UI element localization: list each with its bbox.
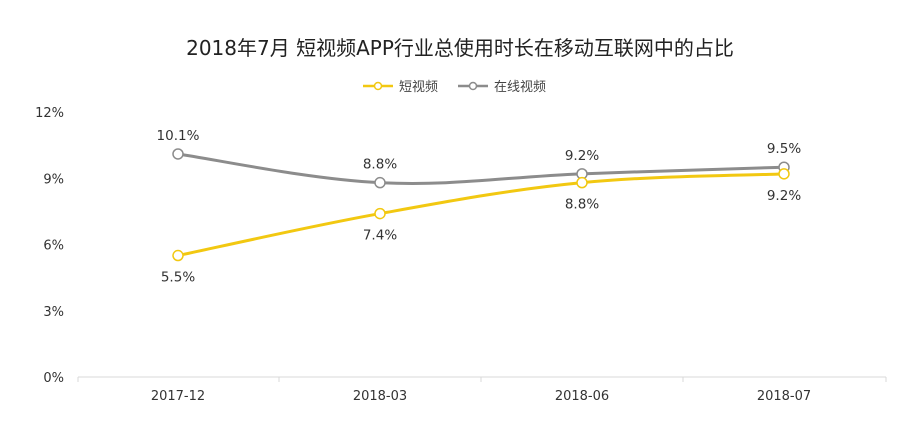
legend-item-short-video[interactable]: 短视频 (363, 80, 438, 95)
series-online-video: 10.1% 8.8% 9.2% 9.5% (157, 128, 801, 189)
data-point[interactable] (374, 176, 386, 189)
y-tick-label: 12% (35, 106, 64, 121)
x-axis: 2017-12 2018-03 2018-06 2018-07 (77, 376, 887, 404)
data-point[interactable] (778, 168, 790, 180)
series-line (176, 172, 786, 258)
data-label: 9.2% (767, 188, 801, 204)
legend-item-online-video[interactable]: 在线视频 (458, 80, 546, 95)
series-line (176, 152, 786, 185)
data-point[interactable] (374, 207, 386, 220)
x-tick-label: 2018-03 (353, 389, 407, 404)
y-tick-label: 6% (43, 239, 64, 254)
legend-marker-online-video (468, 81, 478, 91)
x-tick-label: 2018-07 (757, 389, 811, 404)
data-label: 8.8% (363, 157, 397, 173)
y-tick-label: 9% (43, 172, 64, 187)
y-tick-label: 0% (43, 371, 64, 386)
chart-title: 2018年7月 短视频APP行业总使用时长在移动互联网中的占比 (186, 36, 734, 60)
legend-marker-short-video (373, 81, 383, 91)
data-label: 8.8% (565, 197, 599, 213)
data-label: 10.1% (157, 128, 200, 144)
series-short-video: 5.5% 7.4% 8.8% 9.2% (161, 168, 801, 286)
x-tick-label: 2018-06 (555, 389, 609, 404)
data-label: 9.5% (767, 141, 801, 157)
series-layer: 10.1% 8.8% 9.2% 9.5% 5.5% 7.4% 8.8% 9.2% (157, 128, 802, 286)
data-point[interactable] (172, 148, 184, 160)
data-label: 9.2% (565, 148, 599, 164)
legend-label-online-video: 在线视频 (494, 80, 546, 95)
data-label: 7.4% (363, 228, 397, 244)
y-tick-label: 3% (43, 305, 64, 320)
legend: 短视频 在线视频 (363, 80, 546, 95)
data-point[interactable] (172, 249, 184, 262)
x-tick-label: 2017-12 (151, 389, 205, 404)
data-point[interactable] (576, 176, 588, 189)
y-axis: 0% 3% 6% 9% 12% (35, 106, 64, 386)
data-label: 5.5% (161, 270, 195, 286)
legend-label-short-video: 短视频 (399, 80, 438, 95)
